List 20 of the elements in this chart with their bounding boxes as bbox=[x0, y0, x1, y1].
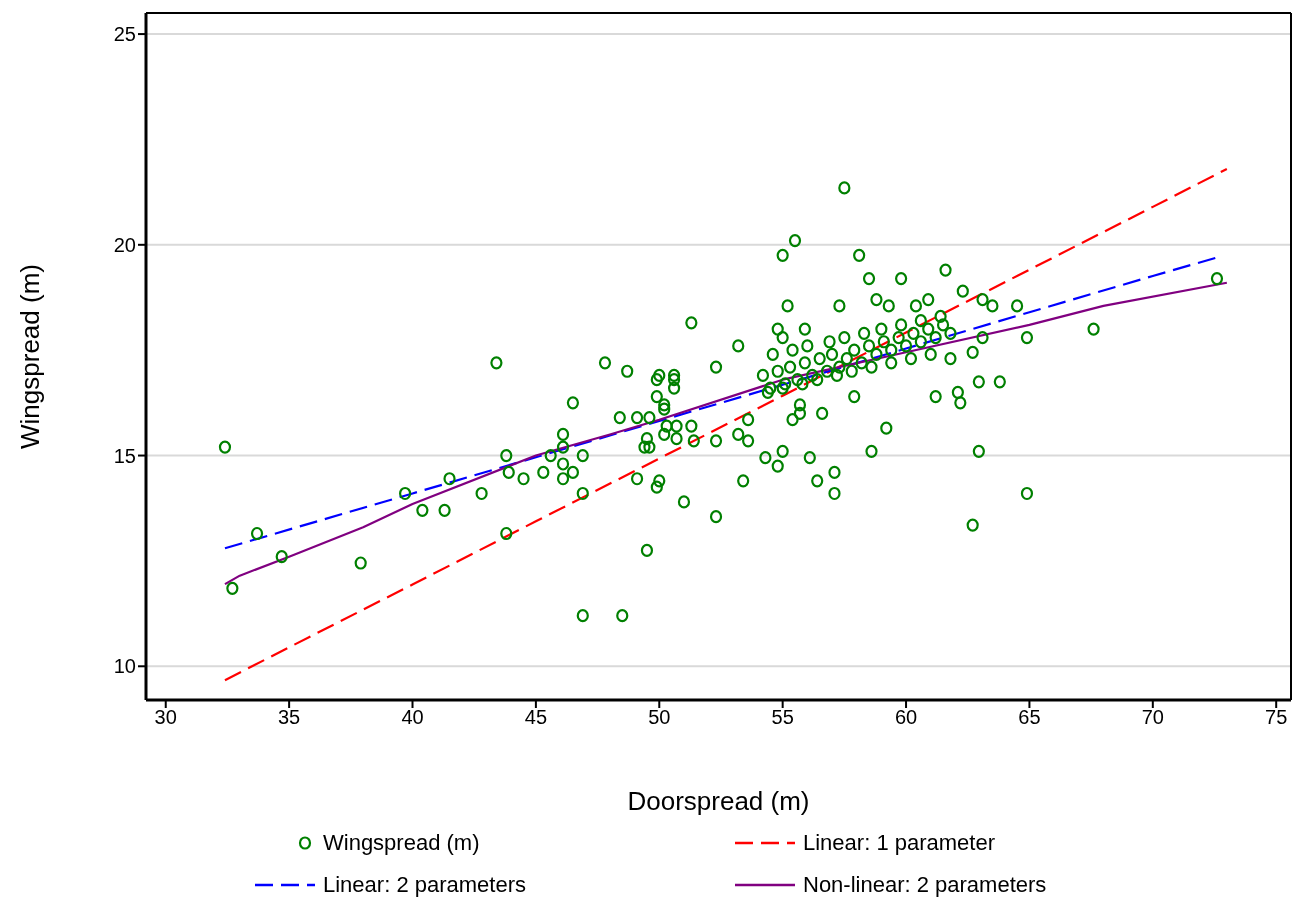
x-tick-label: 70 bbox=[1141, 706, 1164, 729]
legend-label: Non-linear: 2 parameters bbox=[803, 872, 1047, 898]
y-tick-label: 15 bbox=[113, 444, 136, 467]
y-tick-label: 10 bbox=[113, 655, 136, 678]
x-tick-label: 55 bbox=[771, 706, 794, 729]
y-tick-label: 20 bbox=[113, 233, 136, 256]
x-tick-label: 75 bbox=[1265, 706, 1288, 729]
y-tick-label: 25 bbox=[113, 23, 136, 46]
x-tick-label: 65 bbox=[1018, 706, 1041, 729]
legend-label: Wingspread (m) bbox=[323, 830, 480, 856]
x-tick-label: 40 bbox=[401, 706, 424, 729]
x-tick-label: 45 bbox=[524, 706, 548, 729]
x-axis-title: Doorspread (m) bbox=[627, 786, 810, 816]
legend-label: Linear: 2 parameters bbox=[323, 872, 526, 898]
y-axis-title: Wingspread (m) bbox=[15, 264, 46, 449]
legend-label: Linear: 1 parameter bbox=[803, 830, 995, 856]
x-tick-label: 30 bbox=[154, 706, 177, 729]
x-tick-label: 60 bbox=[894, 706, 918, 729]
x-tick-label: 35 bbox=[278, 706, 301, 729]
x-tick-label: 50 bbox=[648, 706, 671, 729]
